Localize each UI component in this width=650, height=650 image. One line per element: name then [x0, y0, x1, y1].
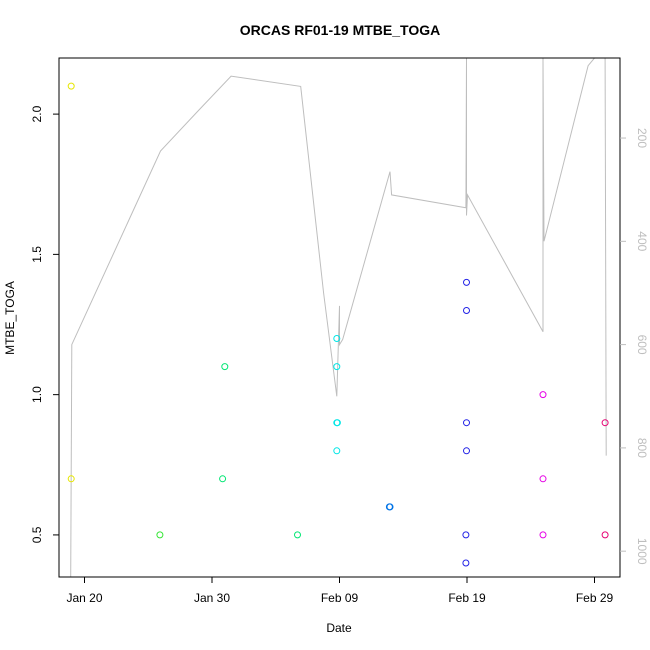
- x-tick-label: Feb 29: [576, 591, 614, 605]
- data-point: [219, 475, 227, 483]
- y-tick-label: 0.5: [30, 526, 44, 543]
- data-point: [294, 531, 301, 539]
- y-tick-label: 2.0: [30, 105, 44, 122]
- data-point: [67, 475, 75, 483]
- data-point: [463, 447, 470, 455]
- y2-tick-label: 800: [635, 438, 649, 458]
- data-point: [386, 503, 394, 511]
- data-point: [462, 531, 470, 539]
- data-point: [601, 419, 609, 427]
- y2-tick-label: 400: [635, 231, 649, 251]
- y-tick-label: 1.0: [30, 386, 44, 403]
- data-point: [539, 391, 547, 399]
- y2-tick-label: 600: [635, 335, 649, 355]
- data-point: [333, 447, 341, 455]
- x-axis-label: Date: [326, 621, 352, 635]
- chart-title: ORCAS RF01-19 MTBE_TOGA: [240, 22, 440, 38]
- data-point: [463, 278, 470, 286]
- line-layer: [70, 58, 607, 577]
- points-layer: [67, 82, 609, 567]
- data-point: [221, 363, 229, 371]
- data-point: [463, 307, 470, 314]
- x-tick-label: Feb 19: [448, 591, 486, 605]
- data-point: [462, 559, 470, 567]
- axes-layer: Jan 20 Jan 30 Feb 09 Feb 19 Feb 29 0.5 1.0 1.5 2…: [30, 57, 649, 605]
- data-point: [539, 475, 547, 483]
- x-tick-label: Jan 20: [66, 591, 102, 605]
- y-axis-label: MTBE_TOGA: [3, 281, 17, 355]
- data-point: [601, 531, 609, 539]
- data-point: [463, 419, 470, 427]
- data-point: [333, 335, 341, 342]
- data-point: [67, 82, 75, 90]
- y2-tick-label: 1000: [635, 538, 649, 565]
- data-point: [539, 531, 547, 539]
- data-point: [333, 419, 341, 427]
- x-tick-label: Jan 30: [194, 591, 230, 605]
- data-point: [333, 363, 341, 371]
- altitude-line: [70, 58, 607, 577]
- y2-tick-label: 200: [635, 128, 649, 148]
- data-point: [156, 531, 164, 539]
- y-tick-label: 1.5: [30, 246, 44, 263]
- x-tick-label: Feb 09: [321, 591, 359, 605]
